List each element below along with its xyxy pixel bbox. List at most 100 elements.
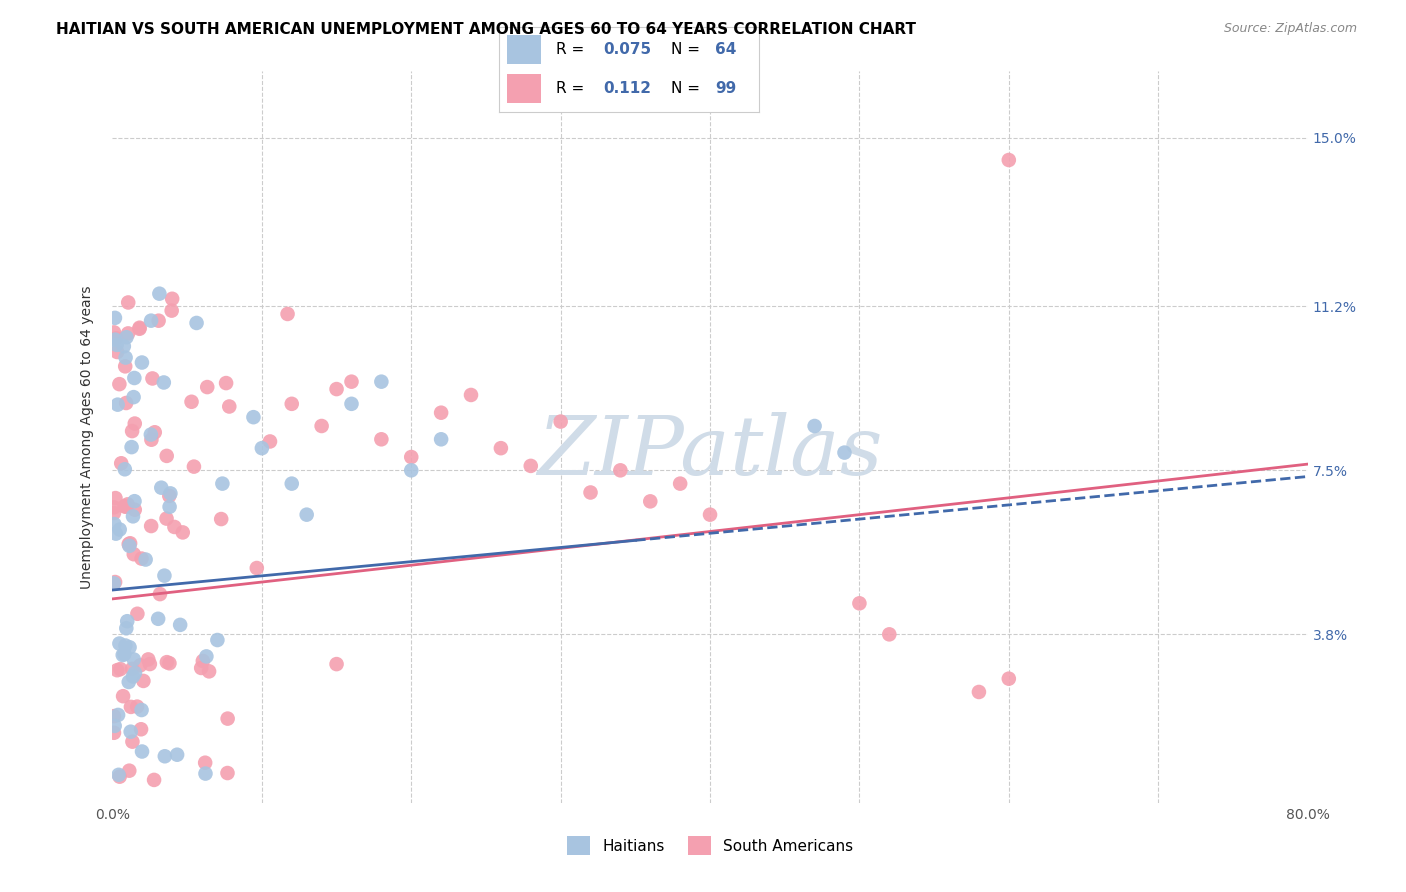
Point xyxy=(103,517,125,532)
Point xyxy=(120,724,142,739)
Point xyxy=(114,359,136,374)
Point xyxy=(520,458,543,473)
Point xyxy=(105,345,128,359)
FancyBboxPatch shape xyxy=(508,35,541,64)
FancyBboxPatch shape xyxy=(508,74,541,103)
Point xyxy=(163,520,186,534)
Point xyxy=(150,481,173,495)
Point xyxy=(118,764,141,778)
Point xyxy=(325,382,347,396)
Point xyxy=(340,397,363,411)
Point xyxy=(104,719,127,733)
Point xyxy=(136,652,159,666)
Point xyxy=(118,537,141,551)
Point xyxy=(135,552,157,566)
Point xyxy=(967,685,990,699)
Point xyxy=(194,766,217,780)
Point xyxy=(121,734,143,748)
Point xyxy=(246,561,269,575)
Point xyxy=(122,547,145,561)
Point xyxy=(148,314,170,328)
Point xyxy=(141,519,163,533)
Point xyxy=(104,575,127,590)
Point xyxy=(128,322,150,336)
Point xyxy=(242,410,264,425)
Point xyxy=(155,511,177,525)
Point xyxy=(190,661,212,675)
Point xyxy=(127,699,149,714)
Point xyxy=(108,770,131,784)
Point xyxy=(128,320,150,334)
Point xyxy=(124,371,146,385)
Point xyxy=(195,380,218,394)
Point xyxy=(107,398,129,412)
Point xyxy=(259,434,281,449)
Point xyxy=(370,375,392,389)
Point xyxy=(340,375,363,389)
Point xyxy=(121,424,143,438)
Text: 64: 64 xyxy=(716,42,737,57)
Point xyxy=(122,390,145,404)
Point xyxy=(111,648,134,662)
Point xyxy=(112,647,135,661)
Point xyxy=(640,494,662,508)
Point xyxy=(669,476,692,491)
Point xyxy=(430,432,453,446)
Point xyxy=(277,307,299,321)
Point xyxy=(430,406,453,420)
Point xyxy=(998,672,1021,686)
Point xyxy=(217,766,239,780)
Text: 0.075: 0.075 xyxy=(603,42,651,57)
Point xyxy=(325,657,347,672)
Point xyxy=(166,747,188,762)
Point xyxy=(129,658,152,673)
Point xyxy=(114,351,136,365)
Point xyxy=(401,450,423,464)
Text: ZIPatlas: ZIPatlas xyxy=(537,412,883,491)
Point xyxy=(153,376,176,390)
Point xyxy=(103,726,125,740)
Point xyxy=(159,500,181,514)
Point xyxy=(141,433,163,447)
Point xyxy=(143,425,166,440)
Point xyxy=(143,772,166,787)
Point xyxy=(370,432,392,446)
Point xyxy=(579,485,602,500)
Point xyxy=(108,377,131,392)
Point xyxy=(153,568,176,582)
Point xyxy=(104,526,127,541)
Point xyxy=(108,636,131,650)
Point xyxy=(112,339,135,353)
Text: R =: R = xyxy=(557,81,595,96)
Point xyxy=(110,456,132,470)
Point xyxy=(139,657,162,671)
Point xyxy=(218,400,240,414)
Point xyxy=(131,703,153,717)
Point xyxy=(609,463,631,477)
Point xyxy=(699,508,721,522)
Point xyxy=(122,652,145,666)
Point xyxy=(183,459,205,474)
Point xyxy=(146,612,169,626)
Point xyxy=(156,655,179,669)
Text: 0.112: 0.112 xyxy=(603,81,651,96)
Point xyxy=(160,292,183,306)
Point xyxy=(118,539,141,553)
Point xyxy=(848,596,870,610)
Point xyxy=(104,491,127,505)
Point xyxy=(191,654,214,668)
Point xyxy=(460,388,482,402)
Point xyxy=(104,333,127,347)
Point xyxy=(159,486,181,500)
Point xyxy=(114,462,136,476)
Point xyxy=(127,607,149,621)
Point xyxy=(311,419,333,434)
Point xyxy=(107,768,129,782)
Point xyxy=(250,441,273,455)
Point xyxy=(107,707,129,722)
Point xyxy=(198,665,221,679)
Text: N =: N = xyxy=(671,81,704,96)
Point xyxy=(105,331,128,345)
Point xyxy=(103,576,125,591)
Text: Source: ZipAtlas.com: Source: ZipAtlas.com xyxy=(1223,22,1357,36)
